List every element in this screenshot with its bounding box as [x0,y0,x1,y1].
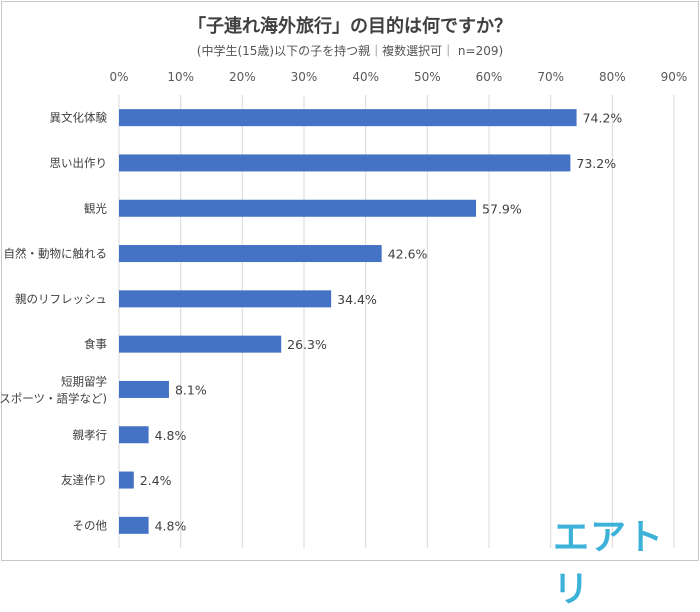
x-tick-label: 90% [661,70,688,84]
category-label: 親のリフレッシュ [15,292,107,306]
value-label: 4.8% [155,518,187,533]
value-label: 8.1% [175,382,207,397]
value-label: 2.4% [140,473,172,488]
category-label: 観光 [84,201,107,215]
x-tick-label: 70% [537,70,564,84]
airtrip-logo: エアトリ [553,517,665,610]
x-tick-label: 80% [599,70,626,84]
bar [119,380,169,398]
value-label: 4.8% [155,428,187,443]
bar [119,109,577,127]
bar [119,154,571,172]
x-tick-label: 30% [291,70,318,84]
bar [119,471,134,489]
x-tick-label: 40% [352,70,379,84]
bar [119,516,149,534]
category-label: 異文化体験 [50,111,108,125]
x-tick-label: 20% [229,70,256,84]
value-label: 34.4% [337,292,377,307]
bar [119,426,149,444]
x-tick-label: 50% [414,70,441,84]
chart-subtitle: (中学生(15歳)以下の子を持つ親｜複数選択可｜ n=209) [196,44,504,58]
category-label: 思い出作り [50,156,108,170]
value-label: 73.2% [576,156,616,171]
chart-title: 「子連れ海外旅行」の目的は何ですか？ [188,16,512,37]
category-label: その他 [73,518,108,532]
value-label: 42.6% [388,247,428,262]
bar [119,290,332,308]
bar [119,245,382,263]
x-tick-label: 10% [167,70,194,84]
bar [119,199,477,217]
value-label: 74.2% [583,111,623,126]
bar-chart: 0% 10% 20% 30% 40% 50% 60% 70% 80% 90% 異文化体験 74.2% 思… [0,70,688,548]
x-tick-label: 0% [109,70,128,84]
category-label: 親孝行 [73,428,108,442]
category-label: 自然・動物に触れる [4,247,108,261]
category-label: 短期留学(スポーツ・語学など) [0,374,107,405]
chart-frame [1,1,699,561]
category-label: 食事 [84,337,107,351]
value-label: 57.9% [482,201,522,216]
bar [119,335,282,353]
category-label: 友達作り [61,473,107,487]
value-label: 26.3% [287,337,327,352]
x-tick-label: 60% [476,70,503,84]
